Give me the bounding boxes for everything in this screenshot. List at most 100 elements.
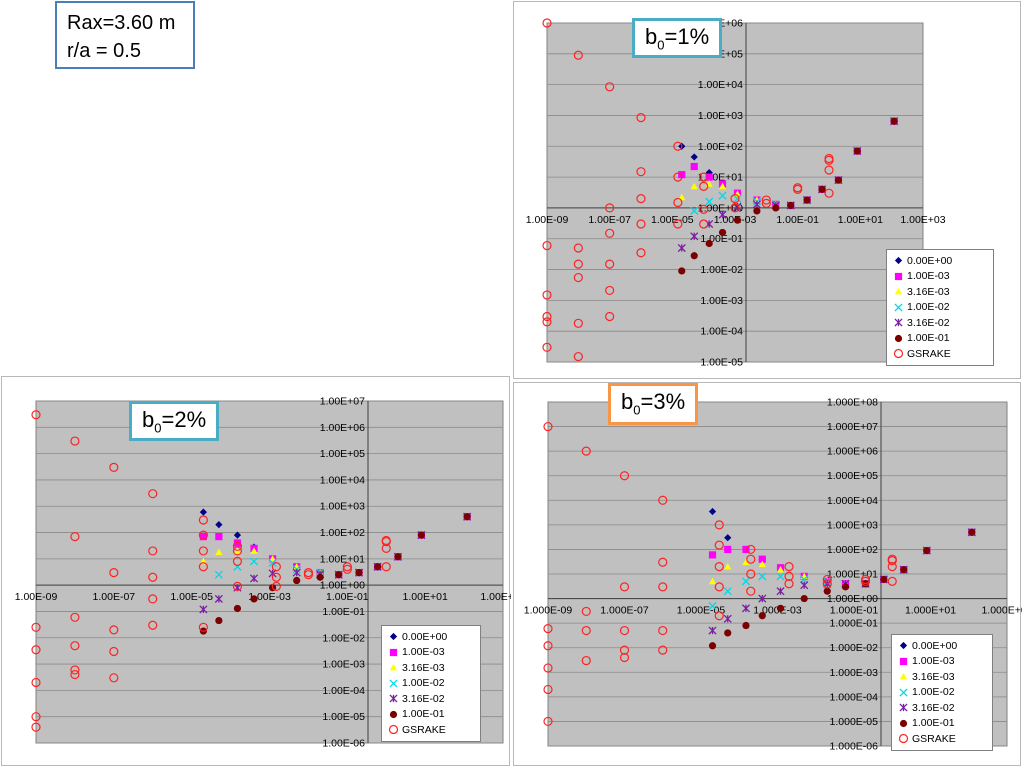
- x-tick-label: 1.000E+01: [905, 605, 956, 617]
- x-tick-label: 1.00E+01: [403, 591, 448, 603]
- legend-label: 3.16E-03: [907, 285, 950, 298]
- legend-entry: 0.00E+00: [893, 253, 987, 269]
- legend-marker: [893, 349, 904, 359]
- x-tick-label: 1.00E-09: [526, 214, 569, 226]
- data-point: [823, 587, 831, 595]
- x-tick-label: 1.00E-01: [326, 591, 369, 603]
- data-point: [232, 541, 243, 551]
- legend-marker-icon: [899, 657, 908, 665]
- data-point: [678, 267, 686, 275]
- data-point: [690, 162, 698, 171]
- chart-b0-2pct: 1.00E-09 1.00E-07 1.00E-05 1.00E-03 1.00E-01…: [15, 396, 511, 750]
- data-point: [746, 544, 756, 555]
- legend-marker: [894, 318, 903, 327]
- y-tick-label: 1.000E+01: [827, 569, 878, 581]
- legend-entry: 3.16E-03: [893, 284, 987, 300]
- data-point: [543, 716, 553, 727]
- data-point: [374, 563, 382, 571]
- data-point: [708, 551, 717, 559]
- data-point: [699, 204, 709, 214]
- series-1.00E-01: [708, 528, 976, 650]
- legend-label: 3.16E-02: [402, 692, 445, 705]
- legend-marker-icon: [389, 633, 398, 641]
- chart-legend: 0.00E+00 1.00E-03 3.16E-03 1.00E-02 3.16E-02…: [891, 634, 993, 751]
- data-point: [605, 228, 615, 238]
- data-point: [605, 311, 615, 322]
- y-tick-label: 1.000E+07: [827, 421, 878, 433]
- legend-marker-icon: [899, 688, 908, 697]
- legend-marker: [389, 694, 398, 703]
- data-point: [148, 594, 158, 604]
- data-point: [724, 545, 732, 554]
- data-point: [658, 495, 668, 505]
- y-tick-label: 1.00E-03: [322, 659, 365, 671]
- legend-marker: [899, 642, 908, 650]
- data-point: [718, 191, 727, 200]
- data-point: [31, 622, 41, 632]
- data-point: [148, 572, 158, 582]
- legend-entry: 1.00E-03: [898, 654, 986, 670]
- data-point: [573, 272, 583, 283]
- legend-entry: 1.00E-02: [893, 300, 987, 316]
- data-point: [70, 532, 80, 542]
- info-box: Rax=3.60 m r/a = 0.5: [55, 1, 195, 69]
- data-point: [708, 642, 717, 650]
- legend-label: 1.00E-02: [907, 301, 950, 314]
- data-point: [355, 569, 363, 577]
- data-point: [636, 219, 646, 229]
- data-point: [752, 200, 761, 209]
- data-point: [335, 571, 343, 579]
- data-point: [746, 586, 756, 596]
- data-point: [542, 342, 552, 352]
- chart-title: b0=1%: [632, 18, 723, 58]
- legend-marker: [898, 734, 909, 744]
- legend-entry: 0.00E+00: [898, 638, 986, 654]
- data-point: [636, 248, 646, 258]
- legend-marker-icon: [894, 272, 903, 280]
- data-point: [605, 285, 615, 296]
- data-point: [199, 533, 207, 541]
- legend-entry: 1.00E-01: [388, 707, 474, 723]
- data-point: [199, 605, 208, 614]
- legend-marker: [389, 664, 398, 671]
- y-tick-label: 1.000E+02: [827, 544, 878, 556]
- legend-marker: [894, 303, 903, 312]
- legend-label: 3.16E-03: [402, 661, 445, 674]
- data-point: [690, 206, 699, 215]
- data-point: [573, 50, 583, 60]
- data-point: [705, 173, 713, 181]
- legend-entry: 1.00E-03: [388, 645, 474, 661]
- data-point: [342, 562, 352, 572]
- legend-marker: [389, 679, 398, 688]
- legend-entry: 0.00E+00: [388, 629, 474, 645]
- data-point: [822, 574, 832, 585]
- ra-ratio-label: r/a = 0.5: [67, 40, 141, 62]
- legend-marker-icon: [893, 349, 904, 359]
- data-point: [573, 259, 583, 269]
- data-point: [718, 228, 727, 237]
- y-tick-label: 1.000E-05: [830, 716, 879, 728]
- legend-marker: [388, 725, 399, 735]
- data-point: [793, 184, 803, 194]
- legend-entry: 1.00E-03: [893, 269, 987, 285]
- legend-marker: [899, 703, 908, 712]
- legend-entry: 3.16E-02: [893, 315, 987, 331]
- data-point: [714, 562, 724, 572]
- data-point: [109, 673, 119, 683]
- x-tick-label: 1.00E-07: [588, 214, 631, 226]
- data-point: [860, 576, 871, 586]
- legend-marker-icon: [389, 648, 398, 656]
- legend-marker: [389, 648, 398, 656]
- series-1.00E-01: [199, 513, 471, 635]
- data-point: [292, 568, 301, 577]
- legend-entry: 3.16E-03: [388, 660, 474, 676]
- data-point: [148, 489, 158, 499]
- data-point: [900, 566, 908, 574]
- data-point: [742, 558, 750, 566]
- y-tick-label: 1.00E+00: [320, 580, 365, 592]
- legend-marker: [894, 257, 903, 265]
- data-point: [772, 204, 780, 212]
- y-tick-label: 1.00E-05: [322, 711, 365, 723]
- legend-marker-icon: [894, 318, 903, 327]
- x-tick-label: 1.000E-09: [524, 605, 573, 617]
